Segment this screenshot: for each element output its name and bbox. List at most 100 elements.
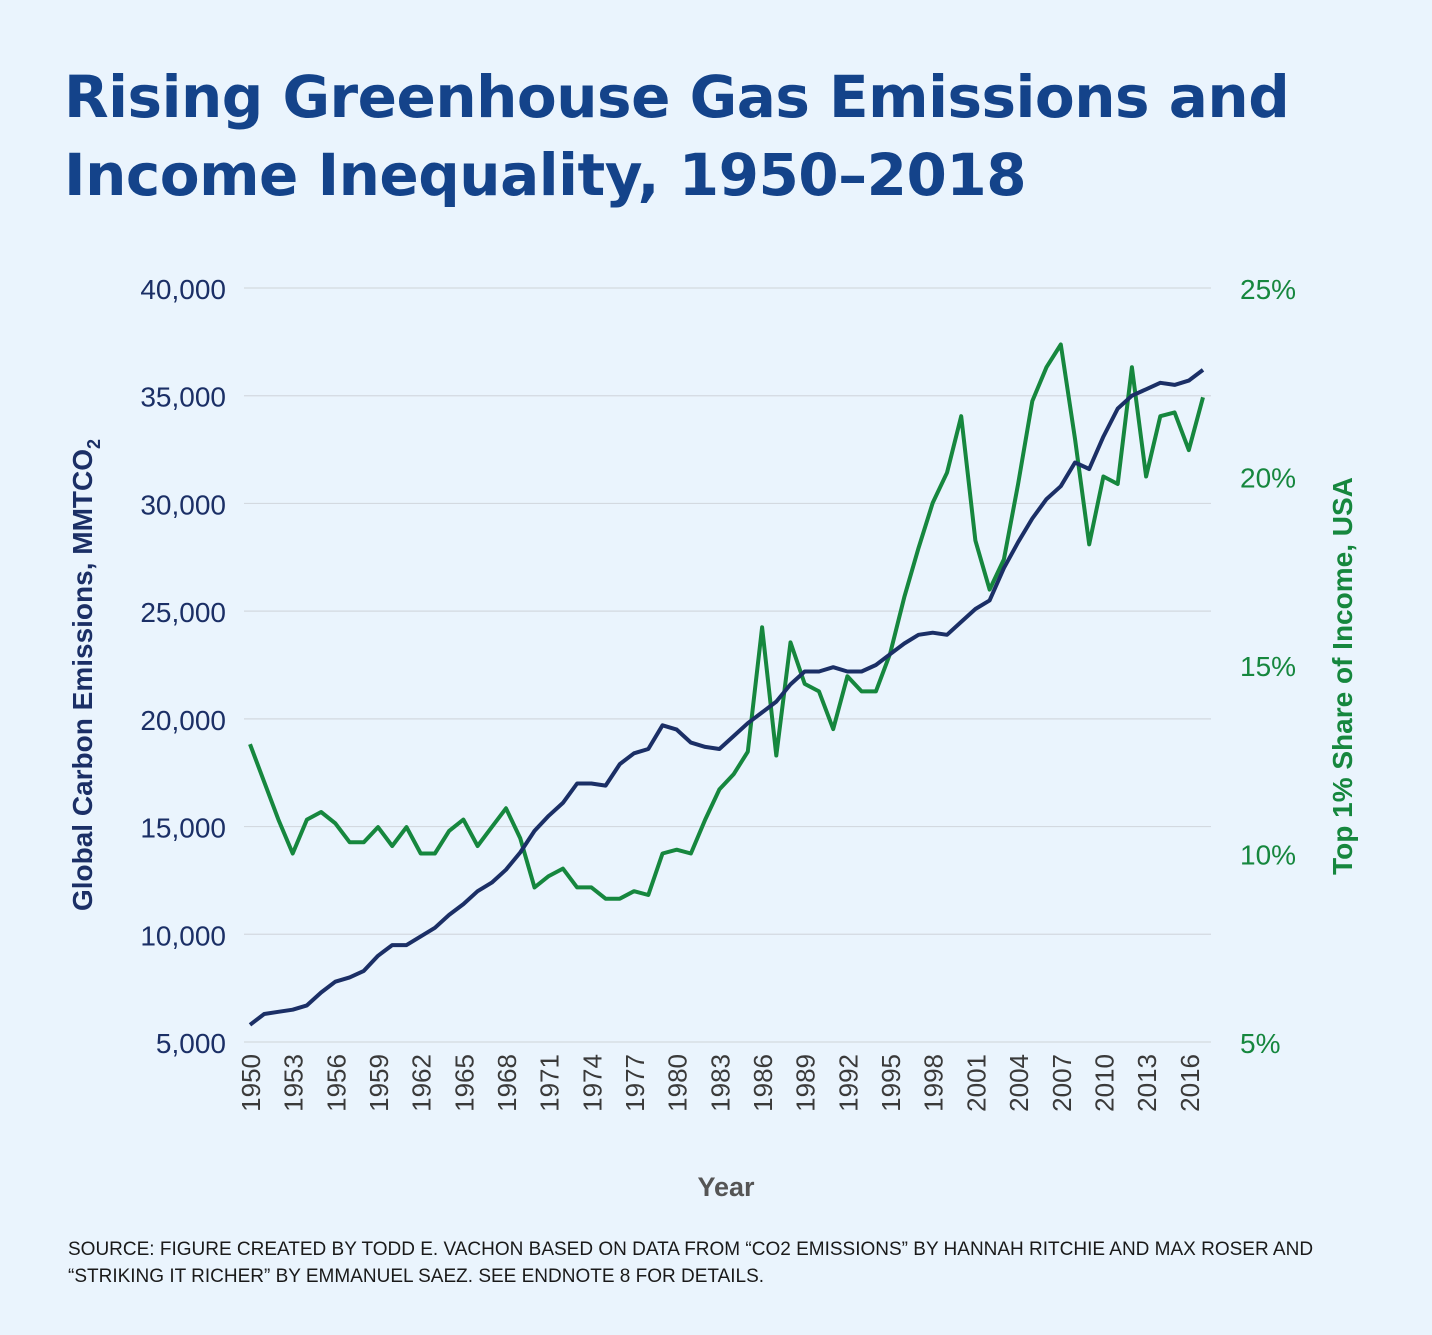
- emissions-point: [959, 620, 963, 624]
- income-share-point: [1173, 410, 1177, 414]
- income-share-point: [646, 893, 650, 897]
- emissions-point: [760, 710, 764, 714]
- emissions-point: [1002, 566, 1006, 570]
- emissions-point: [789, 682, 793, 686]
- x-axis-label: Year: [697, 1172, 755, 1202]
- income-share-point: [732, 772, 736, 776]
- income-share-point: [461, 818, 465, 822]
- x-tick-label: 1950: [236, 1054, 266, 1112]
- y-left-tick-label: 10,000: [140, 920, 226, 951]
- income-share-point: [276, 818, 280, 822]
- income-share-point: [632, 889, 636, 893]
- income-share-point: [1059, 343, 1063, 347]
- income-share-point: [433, 852, 437, 856]
- emissions-point: [305, 1003, 309, 1007]
- emissions-point: [447, 913, 451, 917]
- y-right-tick-label: 10%: [1240, 840, 1296, 871]
- income-share-point: [376, 825, 380, 829]
- income-share-point: [1016, 482, 1020, 486]
- emissions-point: [604, 784, 608, 788]
- emissions-point: [433, 926, 437, 930]
- income-share-point: [774, 753, 778, 757]
- emissions-point: [1158, 381, 1162, 385]
- y-left-tick-label: 40,000: [140, 274, 226, 305]
- source-note: SOURCE: FIGURE CREATED BY TODD E. VACHON…: [68, 1236, 1388, 1290]
- emissions-point: [675, 728, 679, 732]
- emissions-point: [717, 747, 721, 751]
- y-axis-left-label: Global Carbon Emissions, MMTCO2: [67, 439, 104, 911]
- x-tick-label: 1983: [705, 1054, 735, 1112]
- emissions-point: [1087, 467, 1091, 471]
- income-share-point: [803, 682, 807, 686]
- emissions-point: [902, 641, 906, 645]
- x-tick-label: 2007: [1047, 1054, 1077, 1112]
- x-tick-label: 1968: [492, 1054, 522, 1112]
- y-right-tick-label: 20%: [1240, 463, 1296, 494]
- income-share-point: [532, 885, 536, 889]
- income-share-point: [561, 867, 565, 871]
- y-left-tick-label: 35,000: [140, 382, 226, 413]
- emissions-point: [319, 990, 323, 994]
- income-share-point: [874, 689, 878, 693]
- income-share-point: [1201, 395, 1205, 399]
- emissions-point: [874, 663, 878, 667]
- income-share-point: [717, 787, 721, 791]
- x-tick-label: 1977: [620, 1054, 650, 1112]
- income-share-point: [703, 818, 707, 822]
- x-tick-label: 1962: [407, 1054, 437, 1112]
- y-right-tick-label: 15%: [1240, 651, 1296, 682]
- income-share-point: [789, 640, 793, 644]
- income-share-point: [1073, 437, 1077, 441]
- income-share-point: [1187, 448, 1191, 452]
- emissions-point: [618, 762, 622, 766]
- income-share-point: [1101, 475, 1105, 479]
- emissions-point: [1144, 387, 1148, 391]
- y-axis-left-label-subscript: 2: [84, 439, 104, 449]
- emissions-point: [547, 814, 551, 818]
- emissions-point: [1073, 460, 1077, 464]
- income-share-point: [1130, 365, 1134, 369]
- emissions-point: [362, 969, 366, 973]
- emissions-point: [1173, 383, 1177, 387]
- emissions-point: [689, 741, 693, 745]
- income-share-point: [604, 897, 608, 901]
- emissions-point: [1101, 435, 1105, 439]
- emissions-point: [746, 721, 750, 725]
- emissions-point: [575, 781, 579, 785]
- x-tick-label: 2010: [1089, 1054, 1119, 1112]
- emissions-point: [518, 850, 522, 854]
- x-tick-label: 2016: [1175, 1054, 1205, 1112]
- income-share-point: [1144, 475, 1148, 479]
- emissions-point: [291, 1008, 295, 1012]
- income-share-point: [1045, 365, 1049, 369]
- emissions-point: [774, 700, 778, 704]
- income-share-point: [1116, 482, 1120, 486]
- emissions-point: [1130, 394, 1134, 398]
- income-share-point: [945, 471, 949, 475]
- y-right-tick-label: 25%: [1240, 274, 1296, 305]
- income-share-point: [1087, 542, 1091, 546]
- income-share-point: [575, 885, 579, 889]
- data-points: [248, 343, 1205, 1027]
- emissions-point: [262, 1012, 266, 1016]
- x-tick-label: 2004: [1004, 1054, 1034, 1112]
- emissions-point: [1116, 407, 1120, 411]
- emissions-point: [1045, 497, 1049, 501]
- income-share-point: [518, 836, 522, 840]
- emissions-point: [703, 745, 707, 749]
- emissions-point: [988, 598, 992, 602]
- emissions-point: [404, 943, 408, 947]
- emissions-point: [803, 669, 807, 673]
- emissions-point: [973, 607, 977, 611]
- income-share-point: [262, 780, 266, 784]
- x-tick-label: 1959: [364, 1054, 394, 1112]
- x-tick-label: 1980: [663, 1054, 693, 1112]
- emissions-point: [376, 954, 380, 958]
- emissions-point: [817, 669, 821, 673]
- series-line-top1-income-share: [250, 345, 1203, 899]
- x-tick-label: 1953: [279, 1054, 309, 1112]
- emissions-point: [831, 665, 835, 669]
- x-tick-label: 1989: [791, 1054, 821, 1112]
- income-share-point: [675, 848, 679, 852]
- series-line-global-carbon-emissions: [250, 370, 1203, 1025]
